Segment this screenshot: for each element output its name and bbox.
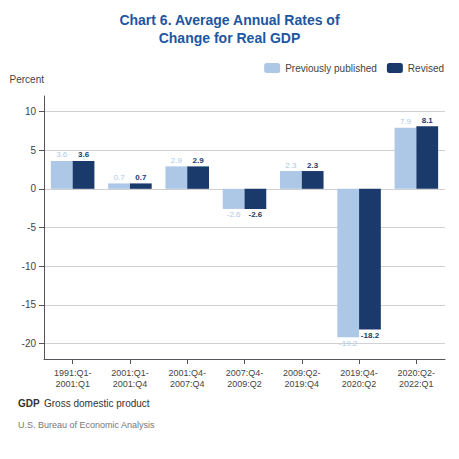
svg-text:7.9: 7.9: [400, 117, 412, 126]
svg-text:0: 0: [30, 183, 36, 194]
svg-text:Change for Real GDP: Change for Real GDP: [159, 30, 301, 46]
svg-text:2007:Q4-: 2007:Q4-: [226, 368, 264, 378]
svg-text:2009:Q2: 2009:Q2: [227, 379, 262, 389]
svg-text:-18.2: -18.2: [361, 331, 380, 340]
svg-text:0.7: 0.7: [135, 173, 147, 182]
svg-text:8.1: 8.1: [422, 116, 434, 125]
svg-text:2001:Q4: 2001:Q4: [113, 379, 148, 389]
svg-text:Percent: Percent: [10, 74, 45, 85]
svg-text:3.6: 3.6: [78, 150, 90, 159]
svg-text:3.6: 3.6: [56, 150, 68, 159]
svg-text:Revised: Revised: [408, 63, 444, 74]
svg-text:2019:Q4: 2019:Q4: [285, 379, 320, 389]
svg-text:-20: -20: [22, 338, 37, 349]
svg-text:2019:Q4-: 2019:Q4-: [340, 368, 378, 378]
svg-text:2022:Q1: 2022:Q1: [399, 379, 434, 389]
svg-text:2001:Q1-: 2001:Q1-: [111, 368, 149, 378]
svg-text:Previously published: Previously published: [285, 63, 377, 74]
svg-text:-2.6: -2.6: [227, 210, 241, 219]
svg-text:0.7: 0.7: [113, 173, 125, 182]
svg-text:2001:Q4-: 2001:Q4-: [168, 368, 206, 378]
svg-text:-5: -5: [27, 222, 36, 233]
svg-text:2020:Q2: 2020:Q2: [342, 379, 377, 389]
svg-text:GDP: GDP: [18, 398, 40, 409]
svg-text:2.9: 2.9: [193, 156, 205, 165]
svg-text:-15: -15: [22, 299, 37, 310]
svg-text:U.S. Bureau of Economic Analys: U.S. Bureau of Economic Analysis: [18, 420, 155, 430]
svg-text:2007:Q4: 2007:Q4: [170, 379, 205, 389]
svg-text:5: 5: [30, 145, 36, 156]
svg-text:-2.6: -2.6: [248, 210, 262, 219]
svg-text:10: 10: [25, 106, 37, 117]
svg-text:2009:Q2-: 2009:Q2-: [283, 368, 321, 378]
svg-text:Chart 6. Average Annual Rates: Chart 6. Average Annual Rates of: [119, 12, 340, 28]
svg-text:1991:Q1-: 1991:Q1-: [54, 368, 92, 378]
svg-text:2001:Q1: 2001:Q1: [55, 379, 90, 389]
svg-text:-19.2: -19.2: [339, 339, 358, 348]
svg-text:2.3: 2.3: [285, 161, 297, 170]
svg-text:Gross domestic product: Gross domestic product: [44, 398, 150, 409]
svg-text:2.3: 2.3: [307, 161, 319, 170]
svg-text:-10: -10: [22, 261, 37, 272]
svg-text:2020:Q2-: 2020:Q2-: [398, 368, 436, 378]
svg-text:2.9: 2.9: [171, 156, 183, 165]
